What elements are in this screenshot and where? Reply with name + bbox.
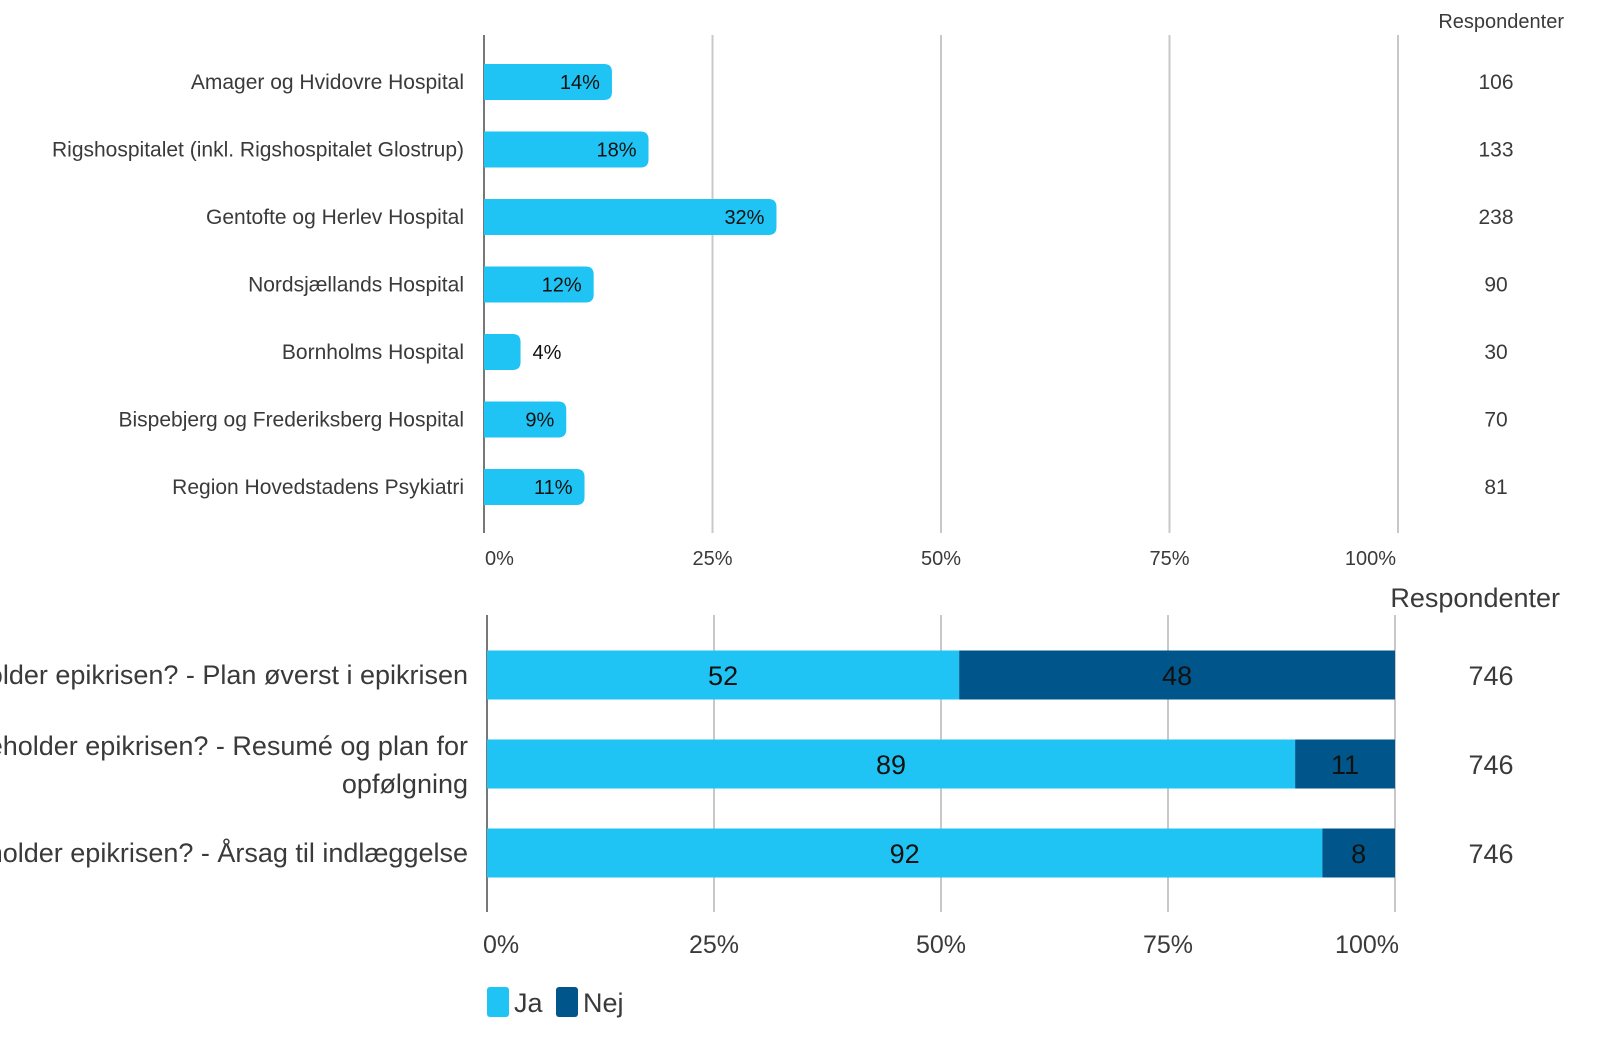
category-label: Gentofte og Herlev Hospital (206, 206, 464, 229)
legend-swatch (556, 987, 578, 1017)
bar (484, 266, 594, 303)
x-tick-label: 100% (1345, 548, 1396, 570)
data-label: 11 (1331, 750, 1359, 780)
x-tick-label: 0% (483, 931, 519, 959)
data-label: 32% (724, 207, 764, 229)
bar-segment (487, 650, 960, 700)
x-tick-label: 25% (689, 931, 739, 959)
respondents-value: 238 (1478, 206, 1513, 229)
bar (484, 199, 777, 235)
legend-label: Nej (583, 988, 624, 1018)
respondents-header: Respondenter (1390, 583, 1560, 613)
data-label: 11% (534, 477, 573, 499)
category-label: opfølgning (342, 769, 468, 799)
data-label: 52 (708, 661, 738, 691)
bar-segment (487, 739, 1296, 789)
data-label: 89 (876, 750, 906, 780)
x-tick-label: 0% (485, 548, 514, 570)
category-label: Region Hovedstadens Psykiatri (172, 476, 464, 499)
category-label: Bispebjerg og Frederiksberg Hospital (118, 409, 464, 432)
legend-label: Ja (514, 988, 544, 1018)
chart-hospitals: 0% 25% 50% 75% 100% Respondenter Amager og Hvi… (52, 11, 1564, 570)
x-tick-label: 75% (1143, 931, 1193, 959)
respondents-value: 746 (1468, 839, 1513, 869)
data-label: 48 (1162, 661, 1192, 691)
bar (484, 469, 585, 505)
bar-segment (959, 650, 1395, 700)
x-tick-label: 75% (1149, 548, 1189, 570)
bar-segment (487, 828, 1323, 878)
bar (484, 334, 521, 370)
respondents-value: 106 (1478, 71, 1513, 94)
data-label: 9% (525, 410, 554, 432)
respondents-value: 70 (1484, 409, 1507, 432)
legend: Ja Nej (487, 987, 624, 1018)
bar-segment (1322, 828, 1395, 878)
bar-segment (1295, 739, 1395, 789)
chart-epikrise: 0% 25% 50% 75% 100% Respondenter Indeholder ep… (0, 583, 1560, 959)
data-label: 18% (596, 140, 636, 162)
respondents-value: 30 (1484, 341, 1507, 364)
x-tick-label: 50% (921, 548, 961, 570)
bar (484, 131, 649, 168)
x-tick-label: 50% (916, 931, 966, 959)
respondents-value: 746 (1468, 661, 1513, 691)
respondents-value: 81 (1484, 476, 1507, 499)
legend-swatch (487, 987, 509, 1017)
category-label: Indeholder epikrisen? - Årsag til indlæg… (0, 837, 468, 868)
category-label: Indeholder epikrisen? - Plan øverst i ep… (0, 660, 468, 690)
x-tick-label: 100% (1335, 931, 1399, 959)
category-label: Amager og Hvidovre Hospital (191, 71, 464, 94)
respondents-value: 133 (1478, 139, 1513, 162)
respondents-value: 90 (1484, 274, 1507, 297)
respondents-header: Respondenter (1438, 11, 1564, 33)
bar (484, 401, 567, 438)
category-label: Rigshospitalet (inkl. Rigshospitalet Glo… (52, 139, 464, 162)
bar (484, 64, 612, 100)
data-label: 4% (533, 342, 562, 364)
category-label: Indeholder epikrisen? - Resumé og plan f… (0, 731, 468, 761)
category-label: Nordsjællands Hospital (248, 274, 464, 297)
respondents-value: 746 (1468, 750, 1513, 780)
x-tick-label: 25% (692, 548, 732, 570)
category-label: Bornholms Hospital (282, 341, 464, 364)
data-label: 14% (560, 72, 600, 94)
data-label: 92 (890, 839, 920, 869)
data-label: 8 (1351, 839, 1366, 869)
data-label: 12% (542, 275, 582, 297)
